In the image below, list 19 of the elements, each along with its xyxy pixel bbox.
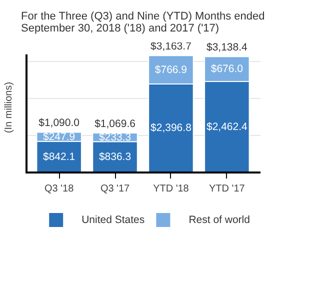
total-label: $1,069.6 bbox=[94, 118, 136, 130]
data-label: $247.9 bbox=[43, 130, 76, 143]
data-label: $842.1 bbox=[43, 150, 76, 163]
total-label: $3,138.4 bbox=[206, 42, 248, 54]
data-label: $233.3 bbox=[98, 131, 132, 144]
data-label: $2,396.8 bbox=[150, 122, 192, 134]
x-tick-label: Q3 '17 bbox=[100, 184, 130, 194]
data-label: $676.0 bbox=[210, 63, 244, 76]
data-label: $766.9 bbox=[154, 64, 188, 76]
chart-title: For the Three (Q3) and Nine (YTD) Months ended September 30, 2018 ('18) and 2017 ('17) bbox=[21, 10, 265, 34]
x-tick-label: YTD '17 bbox=[209, 184, 246, 194]
x-tick-label: YTD '18 bbox=[153, 184, 190, 194]
legend-label: Rest of world bbox=[188, 214, 250, 226]
y-axis-title: (In millions) bbox=[4, 82, 14, 134]
data-label: $836.3 bbox=[98, 151, 132, 164]
legend-label: United States bbox=[82, 214, 145, 226]
data-label: $2,462.4 bbox=[206, 121, 248, 134]
x-tick-label: Q3 '18 bbox=[44, 184, 74, 194]
total-label: $1,090.0 bbox=[38, 117, 80, 130]
